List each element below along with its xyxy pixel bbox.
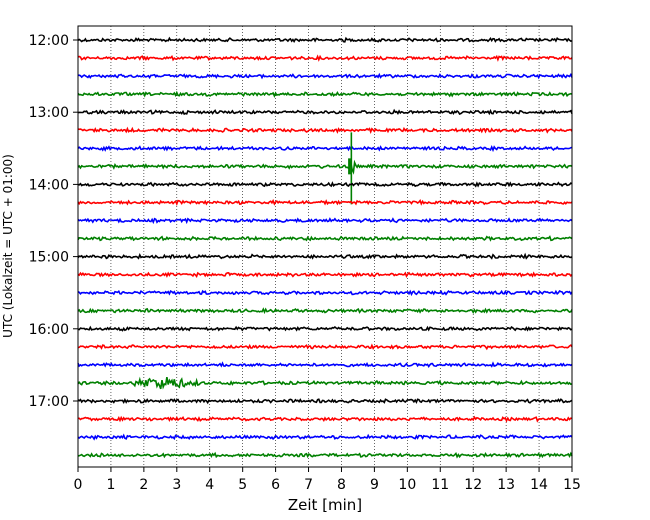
trace-1715	[78, 415, 573, 423]
trace-1215	[77, 54, 573, 62]
trace-1600	[77, 325, 573, 332]
x-tick-label: 7	[304, 477, 313, 493]
x-tick-label: 2	[139, 477, 148, 493]
x-tick-label: 11	[431, 477, 449, 493]
y-tick-label: 15:00	[29, 250, 69, 266]
trace-1645	[77, 376, 573, 390]
y-tick-label: 17:00	[29, 394, 69, 410]
trace-1730	[77, 433, 573, 441]
trace-1445	[77, 235, 573, 242]
trace-1315	[77, 126, 573, 135]
plot-background	[78, 26, 572, 467]
x-tick-label: 14	[530, 477, 548, 493]
trace-1615	[77, 343, 573, 351]
trace-1630	[77, 361, 573, 368]
y-tick-label: 12:00	[29, 33, 69, 49]
x-axis-label: Zeit [min]	[288, 496, 362, 514]
plot-frame	[77, 25, 573, 468]
y-axis-label: UTC (Lokalzeit = UTC + 01:00)	[1, 154, 15, 338]
trace-1545	[77, 307, 573, 315]
x-tick-label: 3	[172, 477, 181, 493]
y-tick-label: 16:00	[29, 322, 69, 338]
x-axis-ticks: 0 1 2 3 4 5 6 7 8 9 10 11 12 13 14 15	[74, 467, 581, 493]
x-tick-label: 8	[337, 477, 346, 493]
trace-1700	[77, 397, 573, 405]
trace-1745	[77, 451, 573, 459]
trace-1500	[77, 252, 573, 260]
trace-1530	[77, 289, 573, 297]
trace-1230	[77, 72, 573, 80]
trace-1245	[77, 90, 573, 99]
x-tick-label: 1	[106, 477, 115, 493]
trace-1345	[77, 159, 573, 175]
trace-1330	[77, 144, 573, 153]
trace-1415	[77, 198, 573, 206]
x-tick-label: 12	[464, 477, 482, 493]
y-axis-ticks: 12:00 13:00 14:00 15:00 16:00 17:00	[29, 33, 78, 410]
x-tick-label: 9	[370, 477, 379, 493]
x-tick-label: 0	[74, 477, 83, 493]
trace-1200	[77, 36, 573, 44]
trace-1300	[77, 108, 573, 116]
x-tick-label: 10	[398, 477, 416, 493]
x-tick-label: 13	[497, 477, 515, 493]
x-tick-label: 6	[271, 477, 280, 493]
y-tick-label: 14:00	[29, 177, 69, 193]
x-tick-label: 15	[563, 477, 581, 493]
traces-group	[77, 36, 573, 459]
trace-1400	[77, 181, 573, 188]
x-tick-label: 4	[205, 477, 214, 493]
x-tick-label: 5	[238, 477, 247, 493]
y-tick-label: 13:00	[29, 105, 69, 121]
trace-1430	[77, 217, 573, 225]
trace-1515	[77, 271, 573, 279]
